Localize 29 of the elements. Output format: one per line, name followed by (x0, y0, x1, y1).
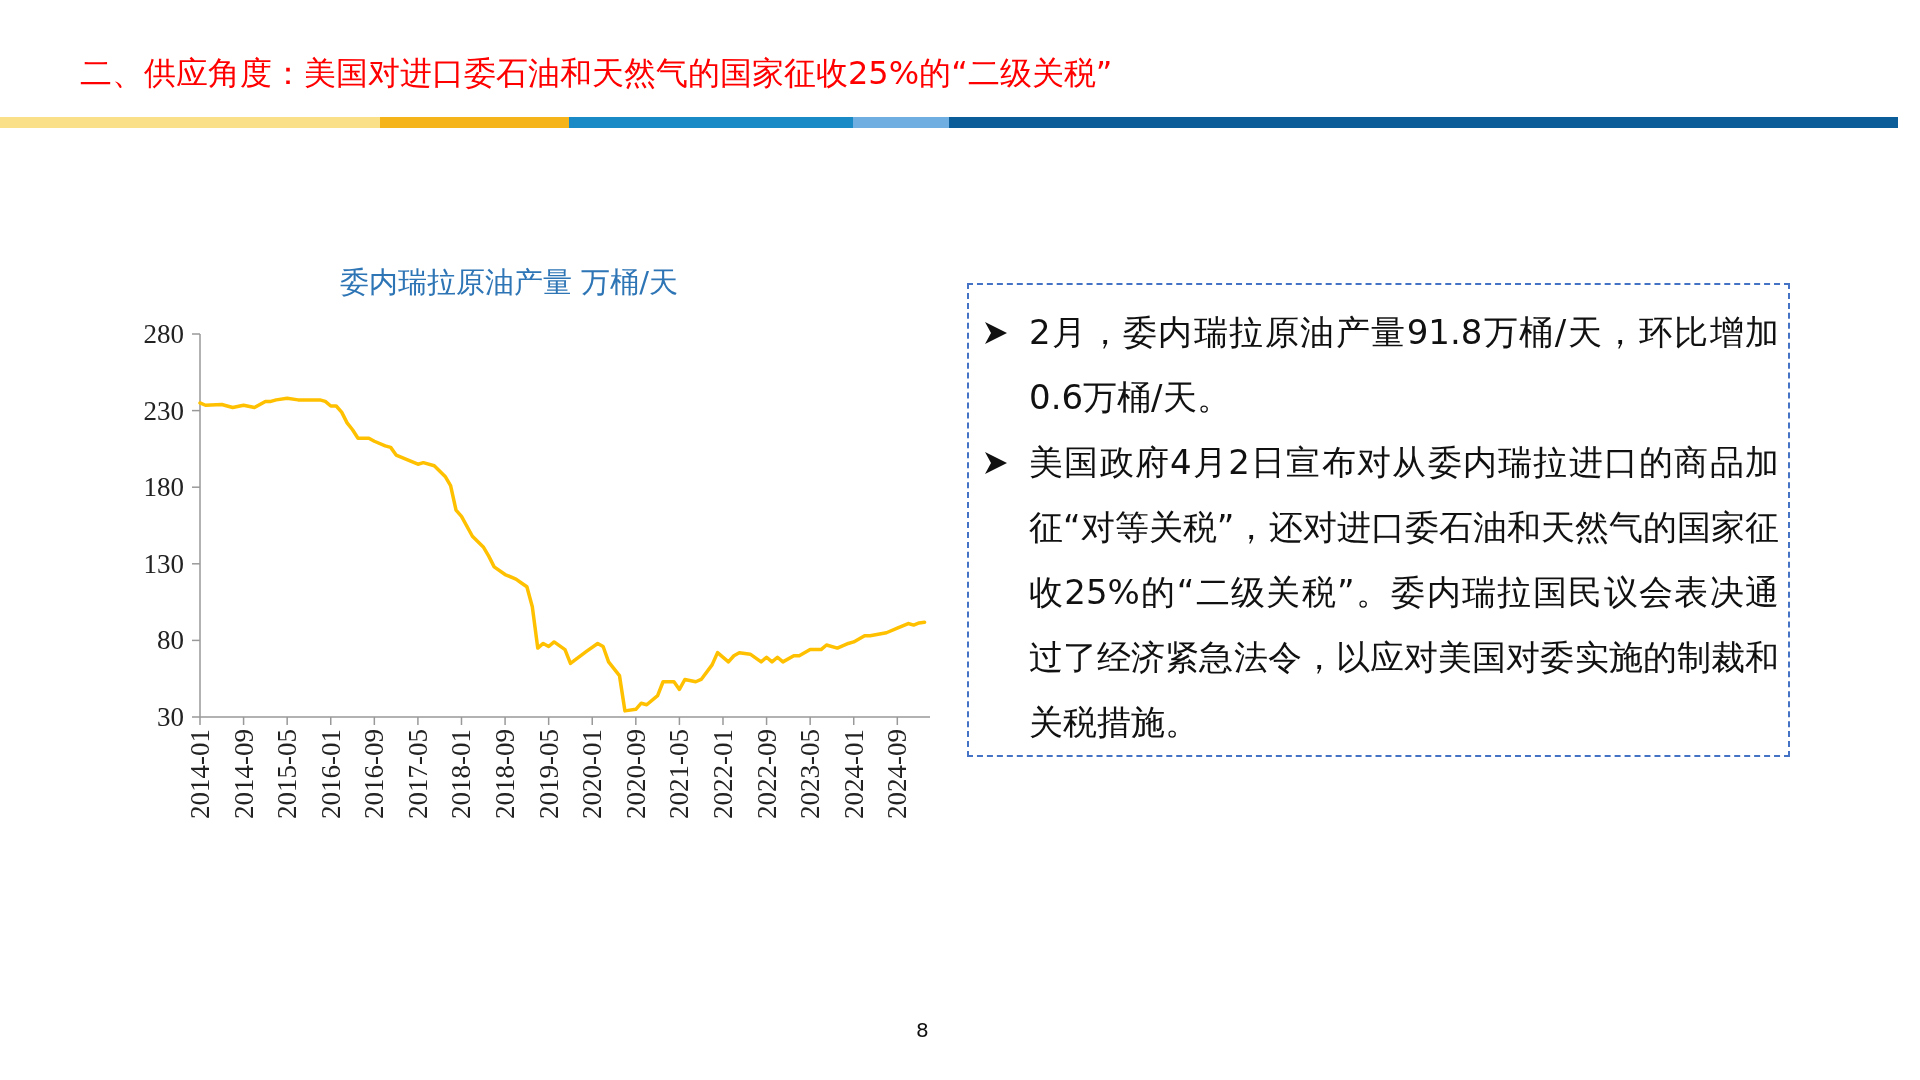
x-tick-label: 2016-01 (315, 729, 346, 819)
text: 8 (916, 1018, 929, 1042)
y-tick-label: 130 (143, 548, 184, 579)
x-tick-label: 2024-01 (838, 729, 869, 819)
y-tick-label: 80 (157, 625, 184, 656)
x-tick-label: 2023-05 (795, 729, 826, 819)
x-tick-label: 2021-05 (664, 729, 695, 819)
x-tick-label: 2019-05 (533, 729, 564, 819)
text: 2月，委内瑞拉原油产量91.8万桶/天，环比增加0.6万桶/天。 (1029, 311, 1779, 419)
x-tick-label: 2018-01 (446, 729, 477, 819)
chart-title: 二、供应角度：美国对进口委石油和天然气的国家征收25%的“二级关税” (80, 53, 1113, 94)
text: 美国政府4月2日宣布对从委内瑞拉进口的商品加征“对等关税”，还对进口委石油和天然气的国家征收25%的“二级关税”。委内瑞拉国民议会表决通过了经济紧急法令，以应对美国对委实施的制裁和关税措施。 (1029, 441, 1779, 744)
x-tick-label: 2016-09 (359, 729, 390, 819)
x-tick-label: 2014-01 (185, 729, 215, 819)
x-tick-label: 2020-09 (620, 729, 651, 819)
x-tick-label: 2015-05 (272, 729, 303, 819)
x-tick-label: 2018-09 (490, 729, 521, 819)
x-tick-label: 2022-09 (751, 729, 782, 819)
x-tick-label: 2024-09 (882, 729, 913, 819)
x-tick-label: 2020-01 (577, 729, 608, 819)
line-series (198, 396, 927, 713)
x-tick-label: 2022-01 (707, 729, 738, 819)
x-tick-label: 2017-05 (402, 729, 433, 819)
y-tick-label: 30 (157, 702, 184, 732)
y-tick-label: 230 (143, 395, 184, 426)
chart-subtitle: 委内瑞拉原油产量 万桶/天 (340, 264, 678, 301)
y-tick-label: 180 (143, 472, 184, 503)
x-tick-label: 2014-09 (228, 729, 259, 819)
y-tick-label: 280 (143, 319, 184, 349)
